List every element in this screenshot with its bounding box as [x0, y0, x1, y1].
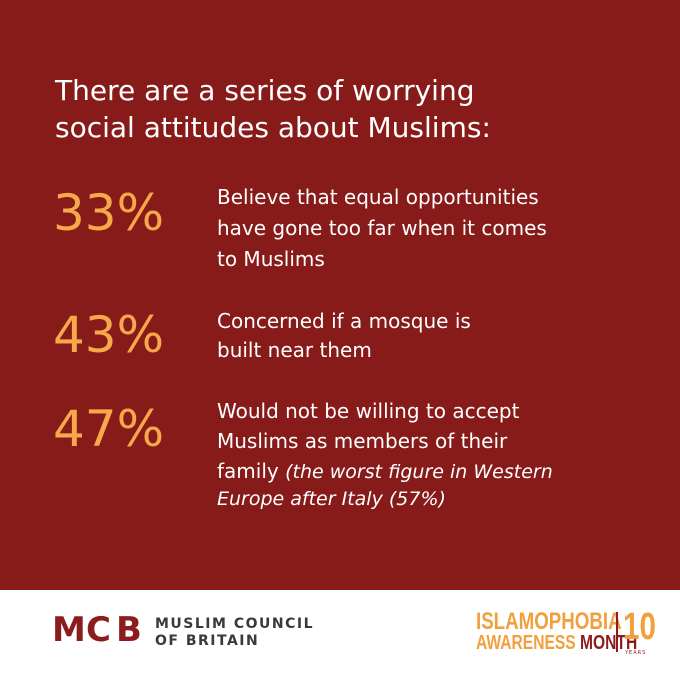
- stat-note: Europe after Italy (57%): [217, 488, 446, 510]
- org-name: OF BRITAIN: [155, 633, 260, 649]
- stat-note: (the worst figure in Western: [285, 461, 553, 483]
- logo-letter: C: [86, 610, 111, 650]
- campaign-line: ISLAMOPHOBIA: [476, 608, 622, 635]
- campaign-number: 10: [623, 606, 656, 648]
- stat-text: have gone too far when it comes: [217, 216, 547, 240]
- stat-text: to Muslims: [217, 247, 325, 271]
- stat-text: built near them: [217, 338, 372, 362]
- campaign-line: AWARENESS MONTH: [476, 632, 637, 655]
- stat-figure: 33%: [53, 184, 165, 242]
- stat-text: family: [217, 459, 279, 483]
- stat-text: Muslims as members of their: [217, 429, 508, 453]
- panel: There are a series of worrying social at…: [0, 0, 680, 590]
- logo-letter: B: [116, 610, 142, 650]
- stat-text: Believe that equal opportunities: [217, 185, 539, 209]
- campaign-years: YEARS: [625, 650, 647, 656]
- title: social attitudes about Muslims:: [55, 111, 491, 144]
- stat-text: family (the worst figure in Western: [217, 459, 553, 483]
- stat-figure: 47%: [53, 400, 165, 458]
- title: There are a series of worrying: [55, 74, 475, 107]
- logo-letter: M: [52, 610, 86, 650]
- campaign-word: AWARENESS: [476, 632, 576, 654]
- org-name: MUSLIM COUNCIL: [155, 616, 314, 632]
- stat-text: Concerned if a mosque is: [217, 309, 471, 333]
- stat-figure: 43%: [53, 306, 165, 364]
- campaign-word: MONTH: [580, 632, 638, 654]
- divider: [616, 612, 618, 652]
- stat-text: Would not be willing to accept: [217, 399, 520, 423]
